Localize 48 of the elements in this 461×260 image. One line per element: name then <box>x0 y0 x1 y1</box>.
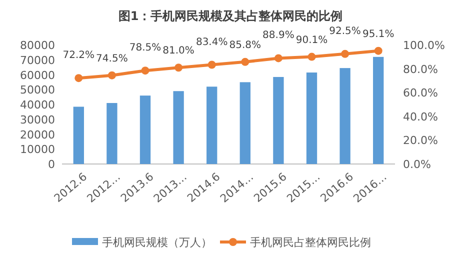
bar <box>140 96 151 164</box>
data-label: 74.5% <box>96 53 128 64</box>
y-tick-label: 30000 <box>20 113 55 126</box>
bar <box>173 91 184 164</box>
bar <box>73 106 84 164</box>
chart-title: 图1：手机网民规模及其占整体网民的比例 <box>118 9 343 23</box>
y2-tick-label: 0.0% <box>403 158 431 171</box>
y-tick-label: 60000 <box>20 68 55 82</box>
y2-tick-label: 40.0% <box>403 110 438 124</box>
data-label: 92.5% <box>329 26 361 37</box>
y-tick-label: 70000 <box>20 54 55 67</box>
bar <box>306 72 318 164</box>
point <box>241 58 250 66</box>
y2-tick-label: 20.0% <box>403 134 438 148</box>
legend-label: 手机网民占整体网民比例 <box>250 236 371 249</box>
point <box>374 46 382 55</box>
y-tick-label: 0 <box>48 158 55 171</box>
point <box>308 52 316 61</box>
bar <box>273 76 284 164</box>
bar <box>340 68 350 164</box>
data-label: 90.1% <box>296 34 328 46</box>
point <box>108 71 116 80</box>
point <box>174 64 183 72</box>
y2-tick-label: 100.0% <box>403 39 445 52</box>
data-label: 81.0% <box>162 46 194 57</box>
y-tick-label: 10000 <box>20 143 55 156</box>
bar <box>373 56 384 164</box>
bar <box>206 86 218 164</box>
data-label: 85.8% <box>229 40 262 51</box>
legend-label: 手机网民规模（万人） <box>102 236 212 249</box>
data-label: 83.4% <box>196 36 228 48</box>
bar <box>240 82 250 164</box>
point <box>341 50 350 58</box>
data-label: 72.2% <box>62 50 95 62</box>
y2-tick-label: 60.0% <box>403 86 438 100</box>
bar <box>106 103 118 164</box>
data-label: 95.1% <box>362 28 394 40</box>
data-label: 88.9% <box>262 30 294 42</box>
point <box>274 54 282 62</box>
data-label: 78.5% <box>129 42 162 54</box>
y-tick-label: 80000 <box>20 39 55 52</box>
point <box>208 60 216 69</box>
y-tick-label: 40000 <box>20 98 55 112</box>
point <box>74 74 83 82</box>
y2-tick-label: 80.0% <box>403 62 438 76</box>
point <box>141 66 150 75</box>
y-tick-label: 20000 <box>20 128 55 142</box>
y-tick-label: 50000 <box>20 84 55 97</box>
